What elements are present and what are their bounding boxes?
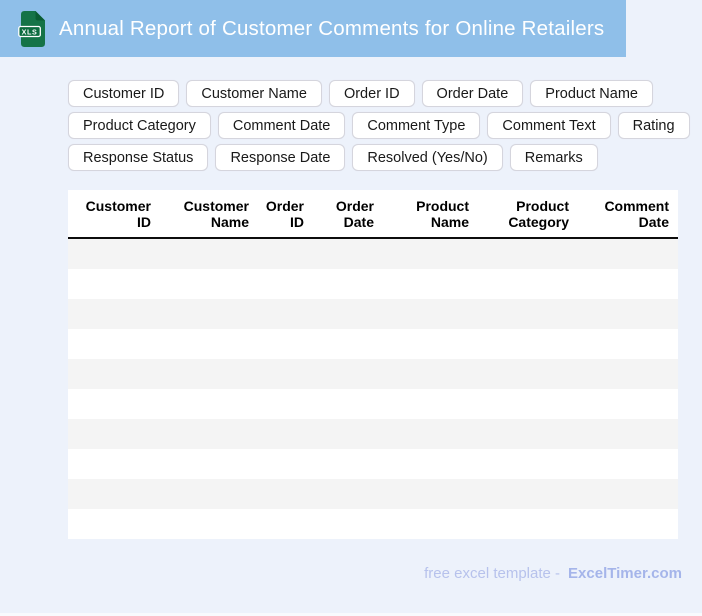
table-row: [68, 509, 678, 539]
table-header-cell: Product Category: [478, 190, 578, 239]
table-header-cell: Order ID: [258, 190, 313, 239]
xls-label-band: [18, 25, 41, 37]
table-header-cell: Customer ID: [68, 190, 160, 239]
bottom-edge-strip: [0, 613, 702, 616]
column-chip[interactable]: Comment Text: [487, 112, 611, 139]
column-chip[interactable]: Customer ID: [68, 80, 180, 107]
table-row: [68, 269, 678, 299]
column-chip-row: Response Status Response Date Resolved (Ye…: [68, 144, 690, 171]
file-fold-shape: [35, 10, 45, 20]
table-empty-cell: [68, 269, 678, 299]
column-chip-list: Customer ID Customer Name Order ID Order Da…: [68, 80, 690, 171]
table-empty-cell: [68, 449, 678, 479]
table-row: [68, 449, 678, 479]
table-body: [68, 238, 678, 539]
comments-table: Customer ID Customer Name Order ID Order Date Pr…: [68, 190, 678, 539]
table-empty-cell: [68, 329, 678, 359]
column-chip[interactable]: Customer Name: [186, 80, 322, 107]
table-header-cell: Comment Date: [578, 190, 678, 239]
table-header: Customer ID Customer Name Order ID Order Date Pr…: [68, 190, 678, 239]
table-header-cell: Order Date: [313, 190, 383, 239]
table-row: [68, 359, 678, 389]
header-banner: XLS Annual Report of Customer Comments f…: [0, 0, 626, 57]
table-empty-cell: [68, 509, 678, 539]
column-chip[interactable]: Rating: [617, 112, 690, 139]
table-empty-cell: [68, 389, 678, 419]
column-chip[interactable]: Order Date: [421, 80, 524, 107]
column-chip[interactable]: Comment Date: [217, 112, 346, 139]
column-chip[interactable]: Comment Type: [352, 112, 481, 139]
table-header-cell: Product Name: [383, 190, 478, 239]
table-header-row: Customer ID Customer Name Order ID Order Date Pr…: [68, 190, 678, 239]
xls-label-text: XLS: [22, 27, 38, 36]
column-chip[interactable]: Product Name: [530, 80, 653, 107]
table-empty-cell: [68, 419, 678, 449]
table-row: [68, 329, 678, 359]
column-chip[interactable]: Response Date: [215, 144, 346, 171]
footer: free excel template - ExcelTimer.com: [424, 565, 682, 582]
table-header-cell: Customer Name: [160, 190, 258, 239]
xls-file-icon: XLS: [18, 10, 45, 47]
column-chip[interactable]: Resolved (Yes/No): [352, 144, 503, 171]
table-empty-cell: [68, 479, 678, 509]
table-row: [68, 389, 678, 419]
table-empty-cell: [68, 299, 678, 329]
column-chip-row: Product Category Comment Date Comment Type…: [68, 112, 690, 139]
table-empty-cell: [68, 359, 678, 389]
footer-tagline: free excel template -: [424, 565, 561, 582]
column-chip[interactable]: Response Status: [68, 144, 209, 171]
table-row: [68, 479, 678, 509]
table-row: [68, 419, 678, 449]
column-chip[interactable]: Order ID: [328, 80, 415, 107]
column-chip[interactable]: Remarks: [509, 144, 598, 171]
table-row: [68, 238, 678, 269]
column-chip[interactable]: Product Category: [68, 112, 211, 139]
footer-brand-link[interactable]: ExcelTimer.com: [568, 565, 682, 582]
page-title: Annual Report of Customer Comments for O…: [59, 16, 605, 40]
column-chip-row: Customer ID Customer Name Order ID Order Da…: [68, 80, 690, 107]
table-empty-cell: [68, 238, 678, 269]
table-row: [68, 299, 678, 329]
